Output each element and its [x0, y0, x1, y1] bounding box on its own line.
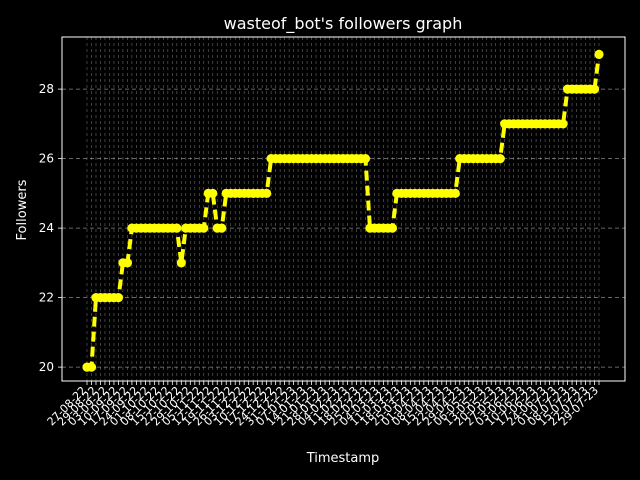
data-point	[589, 84, 600, 94]
y-axis-ticks: 20 22 24 26 28	[39, 82, 62, 374]
data-point	[176, 258, 186, 268]
data-point	[450, 188, 460, 198]
data-point	[199, 223, 209, 233]
data-point	[360, 154, 371, 164]
series-points	[82, 49, 604, 372]
y-tick-label: 22	[39, 291, 54, 305]
y-tick-label: 28	[39, 82, 54, 96]
data-point	[387, 223, 398, 233]
x-axis-label: Timestamp	[306, 451, 380, 466]
y-tick-label: 24	[39, 221, 54, 235]
y-tick-label: 20	[39, 360, 54, 374]
data-point	[172, 223, 182, 233]
data-point	[262, 188, 272, 198]
y-axis-label: Followers	[15, 179, 30, 240]
data-point	[217, 223, 227, 233]
y-tick-label: 26	[39, 152, 54, 166]
data-point	[208, 188, 218, 198]
data-point	[86, 362, 97, 372]
data-point	[113, 293, 124, 303]
data-point	[594, 49, 604, 59]
plot-frame	[61, 36, 626, 382]
x-axis-ticks: 27-08-2229-08-2203-09-2210-09-2217-09-22…	[45, 381, 601, 428]
data-point	[558, 119, 568, 129]
chart-title: wasteof_bot's followers graph	[224, 14, 463, 34]
data-point	[122, 258, 133, 268]
data-point	[495, 154, 505, 164]
